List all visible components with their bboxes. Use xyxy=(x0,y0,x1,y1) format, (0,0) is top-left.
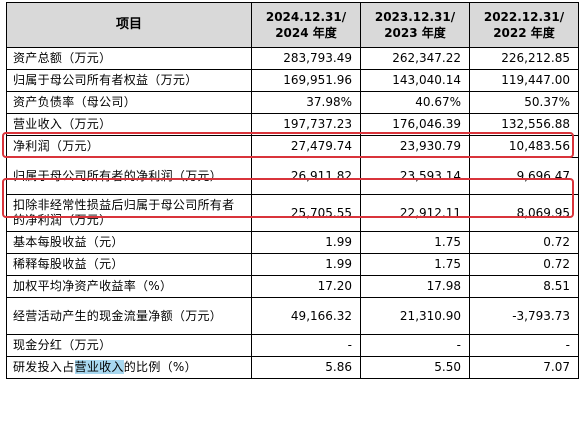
value-2022: 8.51 xyxy=(469,275,579,298)
label-pre: 研发投入占 xyxy=(13,360,75,374)
value-2023: 22,912.11 xyxy=(360,194,470,232)
financial-data-table: 项目 2024.12.31/2024 年度 2023.12.31/2023 年度… xyxy=(6,2,579,379)
header-2023-year: 2023 年度 xyxy=(384,26,446,40)
value-2022: 0.72 xyxy=(469,253,579,276)
header-2022-date: 2022.12.31/ xyxy=(483,10,565,24)
value-2024: - xyxy=(251,334,361,357)
value-2022: 9,696.47 xyxy=(469,157,579,195)
value-2022: 226,212.85 xyxy=(469,47,579,70)
value-2023: 262,347.22 xyxy=(360,47,470,70)
value-2023: 143,040.14 xyxy=(360,69,470,92)
table-row: 研发投入占营业收入的比例（%） 5.86 5.50 7.07 xyxy=(6,356,579,379)
financial-table-container: 项目 2024.12.31/2024 年度 2023.12.31/2023 年度… xyxy=(6,2,579,379)
value-2024: 283,793.49 xyxy=(251,47,361,70)
value-2022: -3,793.73 xyxy=(469,297,579,335)
table-row: 净利润（万元） 27,479.74 23,930.79 10,483.56 xyxy=(6,135,579,158)
table-row: 稀释每股收益（元） 1.99 1.75 0.72 xyxy=(6,253,579,276)
value-2024: 27,479.74 xyxy=(251,135,361,158)
value-2024: 1.99 xyxy=(251,253,361,276)
table-row: 归属于母公司所有者权益（万元） 169,951.96 143,040.14 11… xyxy=(6,69,579,92)
header-2023-date: 2023.12.31/ xyxy=(374,10,456,24)
table-header-row: 项目 2024.12.31/2024 年度 2023.12.31/2023 年度… xyxy=(6,2,579,48)
row-label: 归属于母公司所有者的净利润（万元） xyxy=(6,157,252,195)
value-2023: 176,046.39 xyxy=(360,113,470,136)
row-label: 资产负债率（母公司） xyxy=(6,91,252,114)
value-2023: - xyxy=(360,334,470,357)
table-row: 加权平均净资产收益率（%） 17.20 17.98 8.51 xyxy=(6,275,579,298)
value-2023: 40.67% xyxy=(360,91,470,114)
value-2022: 132,556.88 xyxy=(469,113,579,136)
value-2024: 26,911.82 xyxy=(251,157,361,195)
value-2022: 10,483.56 xyxy=(469,135,579,158)
value-2022: 8,069.95 xyxy=(469,194,579,232)
header-2024: 2024.12.31/2024 年度 xyxy=(251,2,361,48)
value-2022: 119,447.00 xyxy=(469,69,579,92)
header-2024-year: 2024 年度 xyxy=(275,26,337,40)
row-label: 经营活动产生的现金流量净额（万元） xyxy=(6,297,252,335)
value-2022: 50.37% xyxy=(469,91,579,114)
row-label: 资产总额（万元） xyxy=(6,47,252,70)
row-label: 扣除非经常性损益后归属于母公司所有者的净利润（万元） xyxy=(6,194,252,232)
value-2022: - xyxy=(469,334,579,357)
label-post: 的比例（%） xyxy=(123,360,197,374)
value-2024: 5.86 xyxy=(251,356,361,379)
header-item: 项目 xyxy=(6,2,252,48)
value-2023: 17.98 xyxy=(360,275,470,298)
header-2022-year: 2022 年度 xyxy=(493,26,555,40)
row-label: 研发投入占营业收入的比例（%） xyxy=(6,356,252,379)
value-2023: 5.50 xyxy=(360,356,470,379)
value-2023: 1.75 xyxy=(360,231,470,254)
header-2024-date: 2024.12.31/ xyxy=(265,10,347,24)
table-row: 资产负债率（母公司） 37.98% 40.67% 50.37% xyxy=(6,91,579,114)
value-2023: 21,310.90 xyxy=(360,297,470,335)
table-row: 资产总额（万元） 283,793.49 262,347.22 226,212.8… xyxy=(6,47,579,70)
value-2024: 25,705.55 xyxy=(251,194,361,232)
row-label: 基本每股收益（元） xyxy=(6,231,252,254)
header-2022: 2022.12.31/2022 年度 xyxy=(469,2,579,48)
value-2024: 37.98% xyxy=(251,91,361,114)
value-2023: 23,930.79 xyxy=(360,135,470,158)
value-2024: 197,737.23 xyxy=(251,113,361,136)
row-label: 现金分红（万元） xyxy=(6,334,252,357)
table-row: 扣除非经常性损益后归属于母公司所有者的净利润（万元） 25,705.55 22,… xyxy=(6,194,579,232)
header-2023: 2023.12.31/2023 年度 xyxy=(360,2,470,48)
value-2023: 1.75 xyxy=(360,253,470,276)
row-label: 归属于母公司所有者权益（万元） xyxy=(6,69,252,92)
table-row: 基本每股收益（元） 1.99 1.75 0.72 xyxy=(6,231,579,254)
value-2024: 49,166.32 xyxy=(251,297,361,335)
table-row-revenue: 营业收入（万元） 197,737.23 176,046.39 132,556.8… xyxy=(6,113,579,136)
value-2024: 1.99 xyxy=(251,231,361,254)
table-row: 现金分红（万元） - - - xyxy=(6,334,579,357)
value-2023: 23,593.14 xyxy=(360,157,470,195)
value-2022: 0.72 xyxy=(469,231,579,254)
table-row-net-profit-parent: 归属于母公司所有者的净利润（万元） 26,911.82 23,593.14 9,… xyxy=(6,157,579,195)
value-2024: 17.20 xyxy=(251,275,361,298)
row-label: 加权平均净资产收益率（%） xyxy=(6,275,252,298)
highlighted-text: 营业收入 xyxy=(74,360,124,374)
row-label: 营业收入（万元） xyxy=(6,113,252,136)
table-row: 经营活动产生的现金流量净额（万元） 49,166.32 21,310.90 -3… xyxy=(6,297,579,335)
value-2022: 7.07 xyxy=(469,356,579,379)
row-label: 净利润（万元） xyxy=(6,135,252,158)
value-2024: 169,951.96 xyxy=(251,69,361,92)
row-label: 稀释每股收益（元） xyxy=(6,253,252,276)
